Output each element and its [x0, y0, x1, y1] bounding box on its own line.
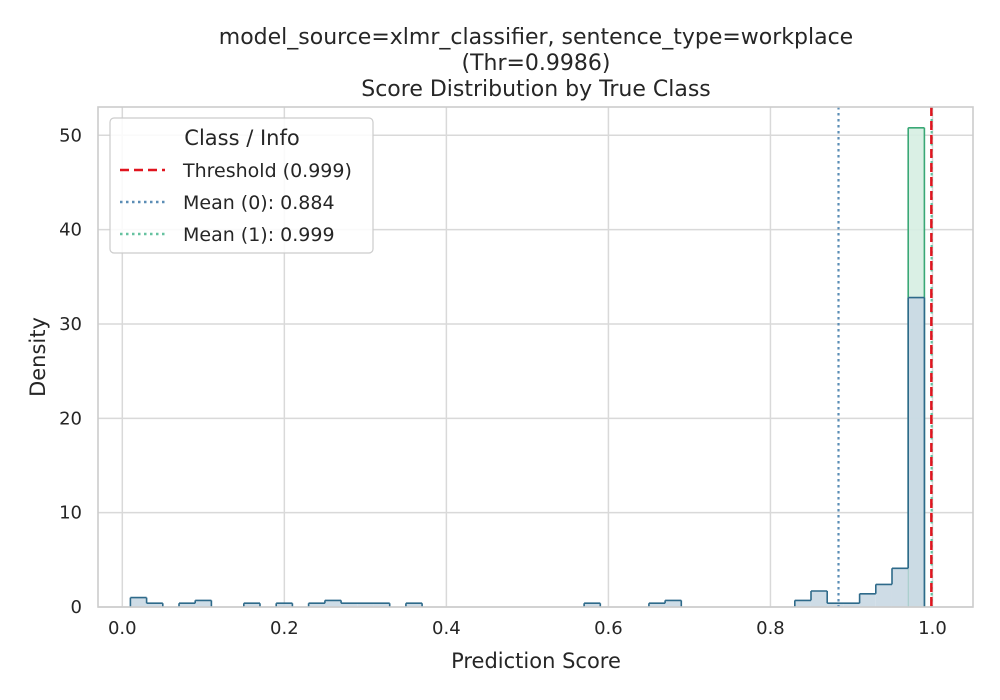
x-axis-ticks: 0.0 0.2 0.4 0.6 0.8 1.0	[108, 618, 947, 639]
bar-class-0-bin-45	[859, 593, 876, 607]
bar-class-0-bin-46	[875, 584, 892, 607]
bar-class-0-bin-3	[179, 603, 196, 607]
plot-frame	[97, 106, 974, 608]
x-tick-label-1: 0.2	[270, 618, 299, 639]
y-tick-label-1: 10	[59, 503, 82, 524]
bar-class-0-bin-44	[843, 603, 860, 607]
x-tick-label-5: 1.0	[918, 618, 947, 639]
legend-label-0: Threshold (0.999)	[182, 160, 352, 182]
bar-class-0-bin-17	[405, 603, 423, 607]
bar-class-0-bin-43	[827, 603, 844, 607]
bar-class-0-bin-15	[373, 603, 390, 607]
legend-entries: Threshold (0.999) Mean (0): 0.884 Mean (1)…	[120, 160, 352, 246]
bar-class-0-bin-9	[276, 603, 293, 607]
y-axis-ticks: 0 10 20 30 40 50	[59, 125, 82, 618]
x-tick-label-2: 0.4	[432, 618, 461, 639]
bar-class-0-bin-14	[357, 603, 374, 607]
y-tick-label-2: 20	[59, 408, 82, 429]
x-tick-label-3: 0.6	[594, 618, 623, 639]
chart-title: model_source=xlmr_classifier, sentence_t…	[219, 25, 853, 102]
bar-class-0-bin-32	[648, 603, 666, 607]
title-line-3: Score Distribution by True Class	[361, 77, 711, 102]
step-outline-class-0	[129, 296, 926, 607]
legend-title: Class / Info	[184, 126, 299, 150]
bar-class-0-bin-41	[794, 600, 811, 607]
y-tick-label-4: 40	[59, 220, 82, 241]
x-axis-label: Prediction Score	[451, 649, 621, 673]
bar-class-0-bin-1	[146, 603, 163, 607]
x-tick-label-0: 0.0	[108, 618, 137, 639]
bar-class-0-bin-13	[341, 603, 358, 607]
bar-class-0-bin-28	[584, 603, 601, 607]
bar-class-0-bin-48	[908, 297, 925, 607]
title-line-2: (Thr=0.9986)	[461, 51, 610, 76]
title-line-1: model_source=xlmr_classifier, sentence_t…	[219, 25, 853, 50]
legend-label-2: Mean (1): 0.999	[183, 224, 335, 246]
bar-class-0-bin-4	[195, 600, 212, 607]
bar-class-0-bin-7	[243, 603, 261, 607]
histogram-bars	[129, 127, 926, 608]
x-tick-label-4: 0.8	[756, 618, 785, 639]
legend-label-1: Mean (0): 0.884	[183, 192, 335, 214]
bar-class-0-bin-11	[308, 603, 325, 607]
y-tick-label-0: 0	[71, 597, 82, 618]
bar-class-0-bin-33	[665, 600, 682, 607]
legend: Class / Info Threshold (0.999) Mean (0): …	[109, 117, 374, 254]
legend-box	[109, 117, 374, 254]
bar-class-0-bin-0	[130, 597, 147, 607]
bar-class-0-bin-12	[324, 600, 342, 607]
bar-class-0-bin-47	[891, 568, 909, 607]
bar-class-0-bin-42	[810, 590, 828, 607]
y-axis-label: Density	[26, 317, 50, 397]
y-tick-label-5: 50	[59, 125, 82, 146]
series-class-0	[129, 296, 926, 607]
y-tick-label-3: 30	[59, 314, 82, 335]
